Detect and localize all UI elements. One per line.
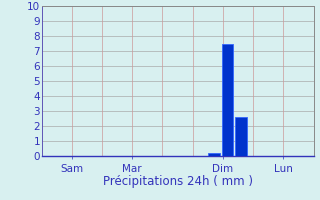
Bar bbox=[222, 44, 233, 156]
Bar bbox=[235, 117, 247, 156]
Bar bbox=[208, 153, 220, 156]
X-axis label: Précipitations 24h ( mm ): Précipitations 24h ( mm ) bbox=[103, 175, 252, 188]
